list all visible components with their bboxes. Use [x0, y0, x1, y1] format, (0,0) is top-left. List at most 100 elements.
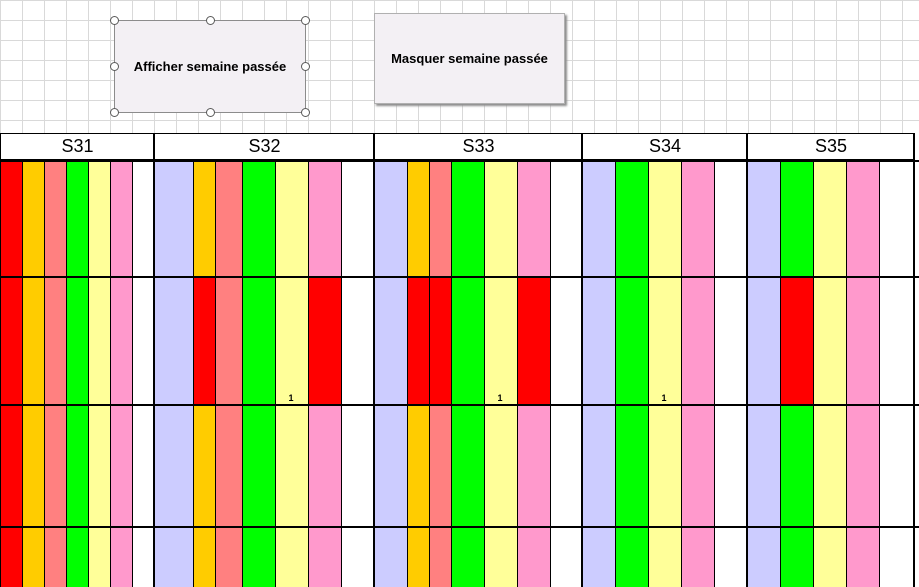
- schedule-cell[interactable]: [451, 527, 484, 587]
- schedule-cell[interactable]: [0, 277, 22, 405]
- schedule-cell[interactable]: [550, 277, 582, 405]
- schedule-cell[interactable]: [517, 405, 550, 527]
- schedule-cell[interactable]: [429, 405, 451, 527]
- show-last-week-button[interactable]: Afficher semaine passée: [114, 20, 306, 113]
- schedule-cell[interactable]: [308, 277, 341, 405]
- schedule-cell[interactable]: [110, 160, 132, 277]
- schedule-cell[interactable]: [215, 277, 242, 405]
- schedule-cell[interactable]: [747, 405, 780, 527]
- schedule-cell[interactable]: [275, 527, 308, 587]
- schedule-cell[interactable]: [88, 277, 110, 405]
- schedule-cell[interactable]: [879, 160, 914, 277]
- schedule-cell[interactable]: [44, 405, 66, 527]
- schedule-cell[interactable]: [308, 160, 341, 277]
- schedule-cell[interactable]: [154, 405, 193, 527]
- schedule-cell[interactable]: [407, 405, 429, 527]
- schedule-cell[interactable]: [193, 405, 215, 527]
- schedule-cell[interactable]: [341, 277, 374, 405]
- schedule-cell[interactable]: [813, 160, 846, 277]
- resize-handle-top[interactable]: [206, 16, 215, 25]
- schedule-cell[interactable]: [215, 160, 242, 277]
- schedule-cell[interactable]: [780, 160, 813, 277]
- schedule-cell[interactable]: [341, 405, 374, 527]
- schedule-cell[interactable]: [615, 277, 648, 405]
- schedule-cell[interactable]: [132, 277, 154, 405]
- schedule-cell[interactable]: [681, 277, 714, 405]
- schedule-cell[interactable]: [275, 160, 308, 277]
- schedule-cell[interactable]: [374, 527, 407, 587]
- schedule-cell[interactable]: [517, 527, 550, 587]
- schedule-cell[interactable]: [484, 160, 517, 277]
- schedule-cell[interactable]: [407, 527, 429, 587]
- schedule-cell[interactable]: [648, 405, 681, 527]
- schedule-cell[interactable]: [714, 277, 747, 405]
- schedule-cell[interactable]: [582, 160, 615, 277]
- schedule-cell[interactable]: [582, 405, 615, 527]
- schedule-cell[interactable]: [193, 527, 215, 587]
- schedule-cell[interactable]: [407, 160, 429, 277]
- schedule-cell[interactable]: [879, 527, 914, 587]
- schedule-cell[interactable]: [154, 527, 193, 587]
- schedule-cell[interactable]: [813, 527, 846, 587]
- schedule-cell[interactable]: [429, 527, 451, 587]
- schedule-cell[interactable]: [242, 405, 275, 527]
- schedule-cell[interactable]: [615, 160, 648, 277]
- schedule-cell[interactable]: [242, 277, 275, 405]
- schedule-cell[interactable]: [88, 405, 110, 527]
- hide-last-week-button[interactable]: Masquer semaine passée: [374, 13, 565, 104]
- schedule-cell[interactable]: [846, 527, 879, 587]
- schedule-cell[interactable]: [22, 160, 44, 277]
- schedule-cell[interactable]: [681, 405, 714, 527]
- schedule-cell[interactable]: [846, 405, 879, 527]
- schedule-cell[interactable]: [0, 405, 22, 527]
- schedule-cell[interactable]: [484, 405, 517, 527]
- schedule-cell[interactable]: [780, 405, 813, 527]
- schedule-cell[interactable]: [484, 527, 517, 587]
- schedule-cell[interactable]: [66, 160, 88, 277]
- schedule-cell[interactable]: [66, 277, 88, 405]
- schedule-cell[interactable]: [429, 277, 451, 405]
- schedule-cell[interactable]: [451, 405, 484, 527]
- schedule-cell[interactable]: [484, 277, 517, 405]
- schedule-cell[interactable]: [813, 405, 846, 527]
- schedule-cell[interactable]: [879, 405, 914, 527]
- schedule-cell[interactable]: [154, 160, 193, 277]
- resize-handle-top-right[interactable]: [301, 16, 310, 25]
- schedule-cell[interactable]: [22, 277, 44, 405]
- schedule-cell[interactable]: [215, 405, 242, 527]
- schedule-cell[interactable]: [0, 527, 22, 587]
- resize-handle-bottom-left[interactable]: [110, 108, 119, 117]
- schedule-cell[interactable]: [0, 160, 22, 277]
- schedule-cell[interactable]: [132, 527, 154, 587]
- schedule-cell[interactable]: [374, 277, 407, 405]
- schedule-cell[interactable]: [374, 405, 407, 527]
- schedule-cell[interactable]: [275, 405, 308, 527]
- schedule-cell[interactable]: [517, 160, 550, 277]
- schedule-cell[interactable]: [429, 160, 451, 277]
- schedule-cell[interactable]: [275, 277, 308, 405]
- schedule-cell[interactable]: [308, 527, 341, 587]
- schedule-cell[interactable]: [154, 277, 193, 405]
- schedule-cell[interactable]: [747, 277, 780, 405]
- schedule-cell[interactable]: [747, 160, 780, 277]
- schedule-cell[interactable]: [308, 405, 341, 527]
- schedule-cell[interactable]: [132, 160, 154, 277]
- schedule-cell[interactable]: [681, 527, 714, 587]
- resize-handle-right[interactable]: [301, 62, 310, 71]
- schedule-cell[interactable]: [747, 527, 780, 587]
- schedule-cell[interactable]: [132, 405, 154, 527]
- schedule-cell[interactable]: [407, 277, 429, 405]
- schedule-cell[interactable]: [846, 277, 879, 405]
- schedule-cell[interactable]: [780, 277, 813, 405]
- schedule-cell[interactable]: [681, 160, 714, 277]
- resize-handle-top-left[interactable]: [110, 16, 119, 25]
- schedule-cell[interactable]: [66, 527, 88, 587]
- schedule-cell[interactable]: [110, 405, 132, 527]
- schedule-cell[interactable]: [615, 527, 648, 587]
- schedule-cell[interactable]: [879, 277, 914, 405]
- schedule-cell[interactable]: [110, 277, 132, 405]
- schedule-cell[interactable]: [22, 527, 44, 587]
- resize-handle-left[interactable]: [110, 62, 119, 71]
- schedule-cell[interactable]: [582, 527, 615, 587]
- schedule-cell[interactable]: [582, 277, 615, 405]
